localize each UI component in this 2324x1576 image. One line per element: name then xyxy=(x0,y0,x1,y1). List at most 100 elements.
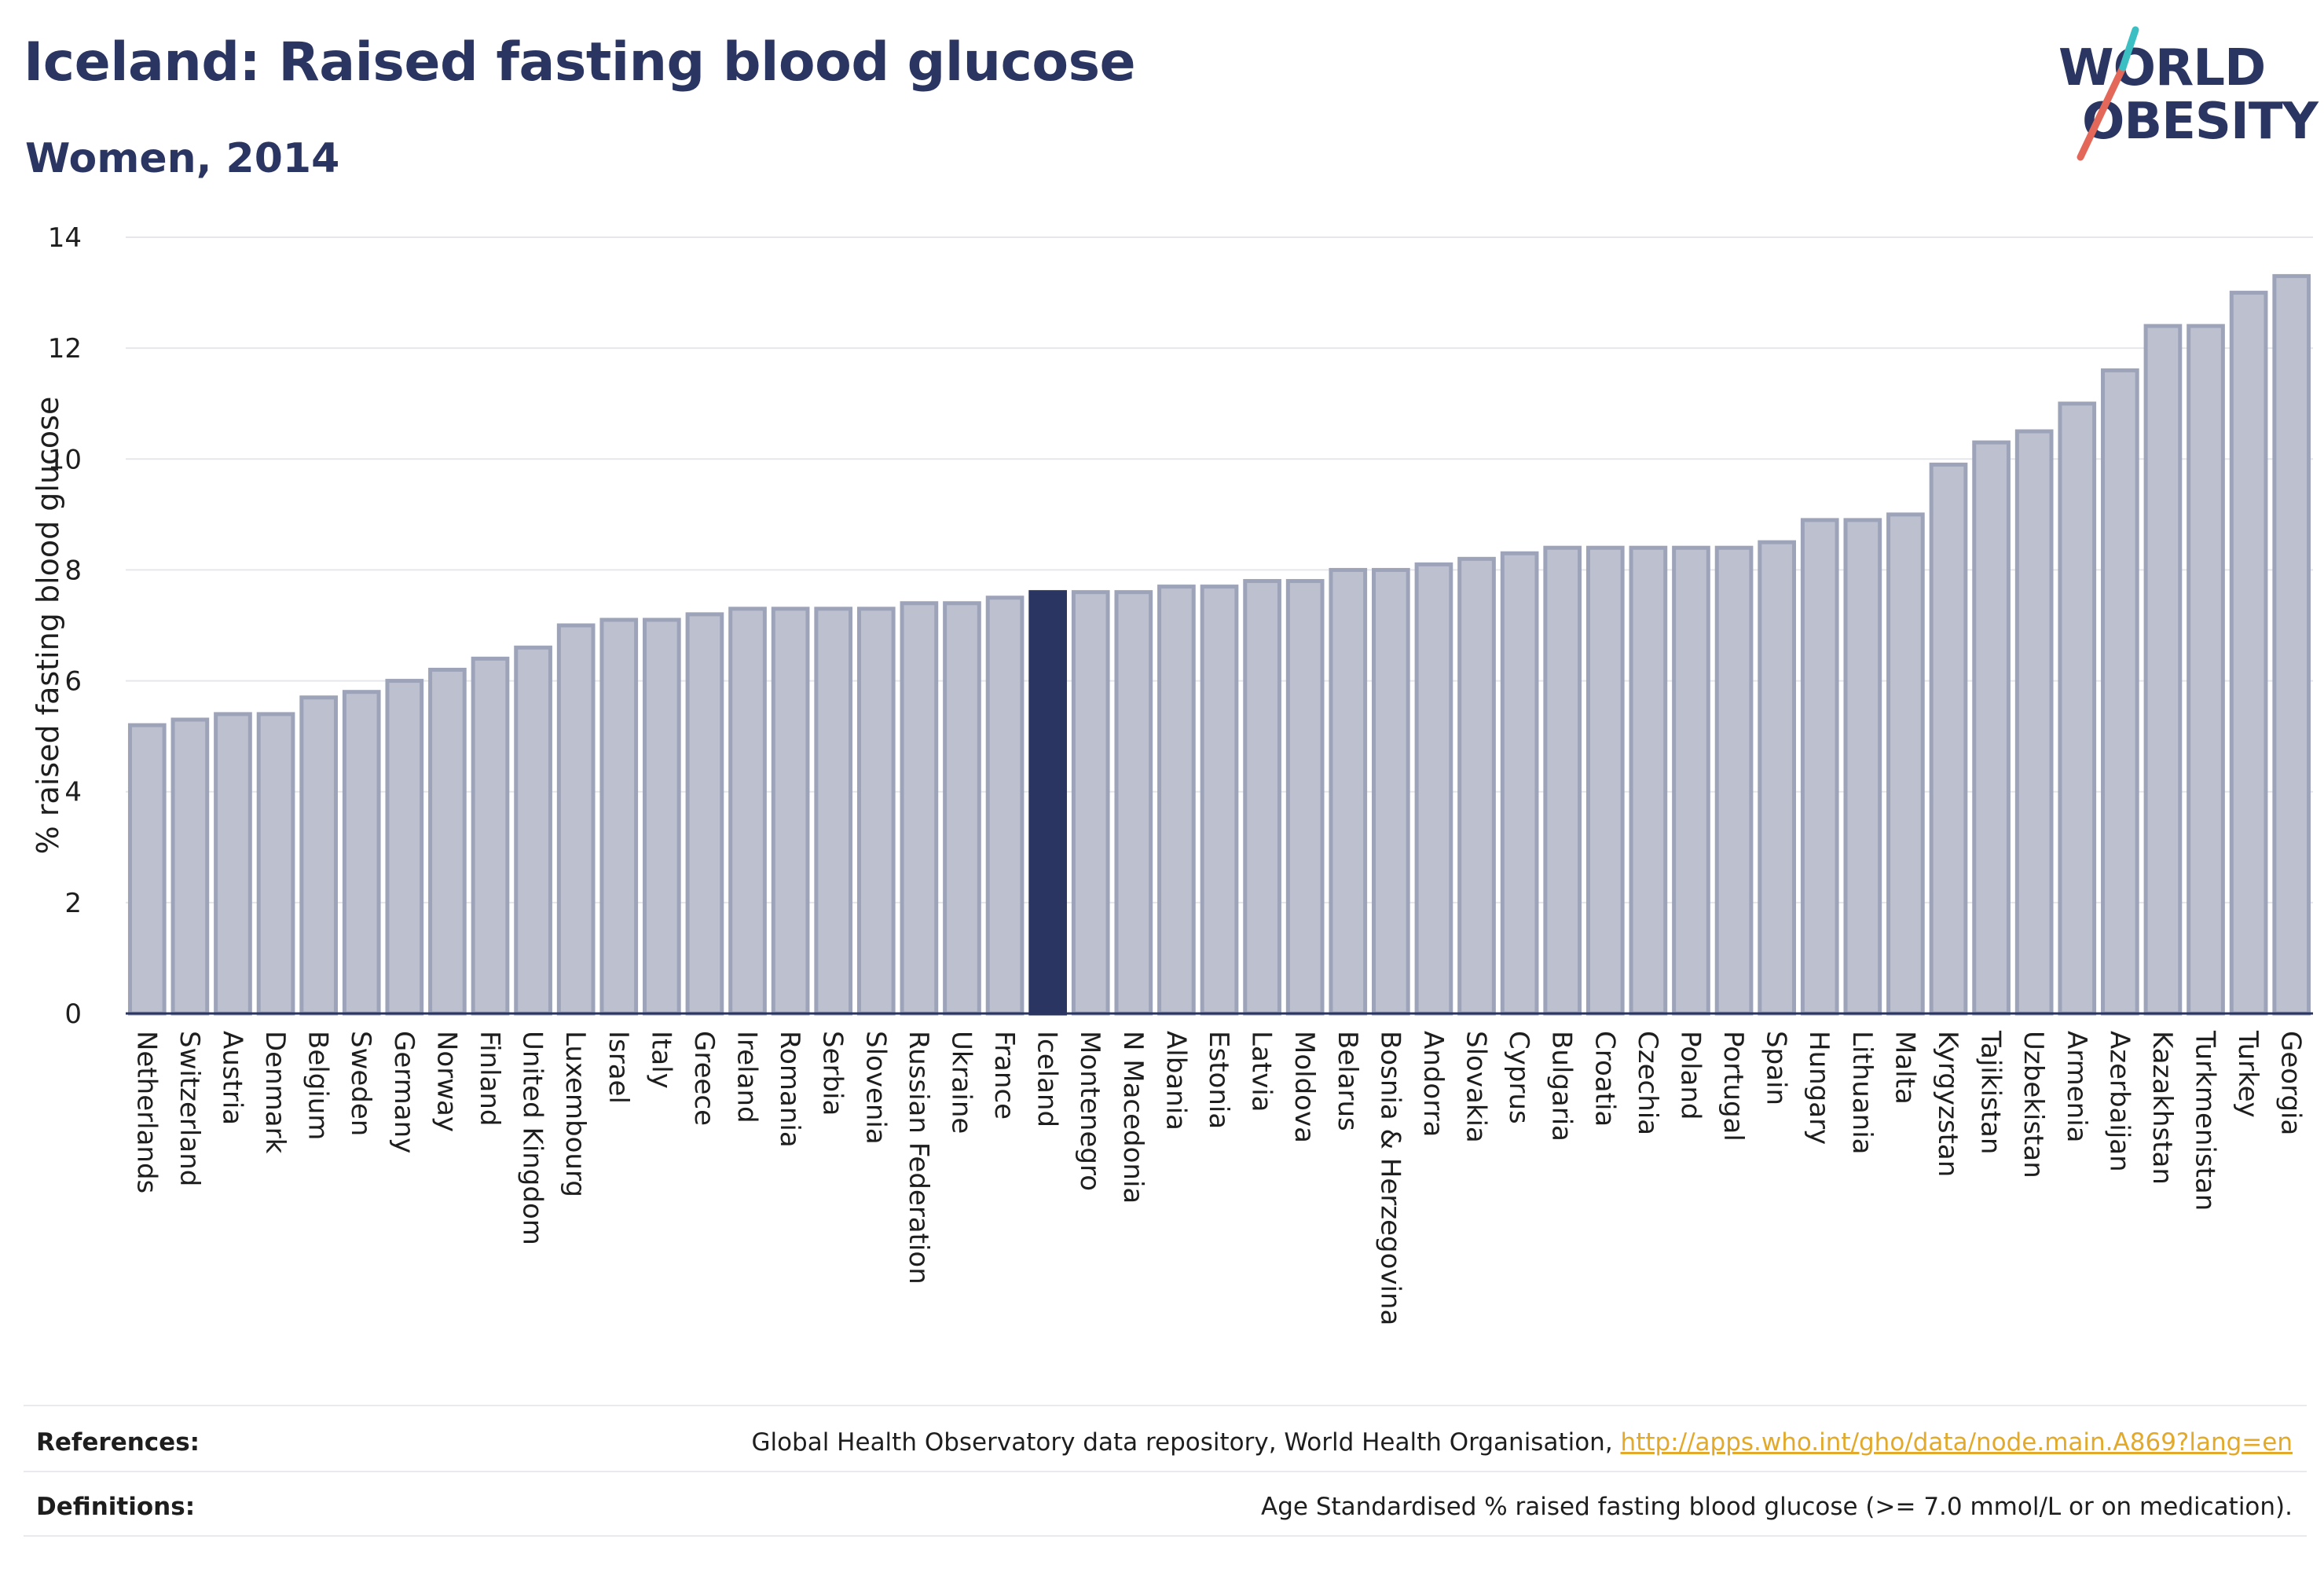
bar xyxy=(2229,291,2268,1016)
x-tick-label: Portugal xyxy=(1717,1031,1749,1142)
bar xyxy=(1071,590,1110,1016)
bar xyxy=(556,623,596,1016)
x-tick-label: Luxembourg xyxy=(559,1031,591,1197)
x-tick-label: Austria xyxy=(216,1031,247,1125)
bar xyxy=(2101,368,2139,1016)
bar xyxy=(685,612,724,1016)
bar xyxy=(2143,324,2183,1016)
x-tick-label: Iceland xyxy=(1032,1031,1063,1127)
bar xyxy=(1929,462,1968,1016)
bar xyxy=(1843,518,1882,1016)
x-tick-label: Kyrgyzstan xyxy=(1932,1031,1963,1177)
bar xyxy=(1714,545,1754,1016)
bar xyxy=(127,723,167,1016)
x-tick-label: Malta xyxy=(1889,1031,1920,1105)
x-tick-label: Moldova xyxy=(1288,1031,1320,1143)
footer-divider xyxy=(24,1471,2307,1472)
x-tick-label: Montenegro xyxy=(1074,1031,1105,1191)
x-tick-label: Tajikistan xyxy=(1975,1030,2007,1154)
bar xyxy=(1243,579,1281,1016)
x-tick-label: Ireland xyxy=(731,1031,763,1123)
x-tick-label: Czechia xyxy=(1632,1031,1663,1135)
bar xyxy=(1543,545,1582,1016)
x-tick-label: Albania xyxy=(1160,1031,1191,1131)
bar xyxy=(1200,585,1239,1016)
x-tick-label: United Kingdom xyxy=(517,1031,548,1245)
x-tick-label: Azerbaijan xyxy=(2103,1031,2135,1172)
bar xyxy=(1800,518,1839,1016)
world-obesity-logo: WORLD OBESITY xyxy=(2043,24,2319,165)
bar xyxy=(214,712,252,1016)
references-link[interactable]: http://apps.who.int/gho/data/node.main.A… xyxy=(1620,1428,2293,1457)
y-tick-label: 4 xyxy=(64,777,82,808)
bar xyxy=(2272,273,2311,1016)
x-tick-label: Hungary xyxy=(1803,1031,1835,1145)
bar xyxy=(728,607,767,1016)
x-tick-label: Serbia xyxy=(817,1031,849,1116)
x-tick-label: Russian Federation xyxy=(903,1031,934,1285)
bar xyxy=(385,679,424,1016)
references-text: Global Health Observatory data repositor… xyxy=(751,1428,1621,1457)
x-tick-label: Greece xyxy=(688,1031,720,1126)
bar xyxy=(1114,590,1153,1016)
x-tick-label: France xyxy=(988,1031,1020,1120)
x-tick-label: Cyprus xyxy=(1503,1031,1534,1124)
footer-divider xyxy=(24,1405,2307,1406)
y-tick-label: 8 xyxy=(64,555,82,586)
x-tick-label: Turkey xyxy=(2232,1030,2264,1118)
bar xyxy=(1285,579,1325,1016)
y-axis-title: % raised fasting blood glucose xyxy=(31,397,65,855)
definitions-text: Age Standardised % raised fasting blood … xyxy=(1261,1493,2293,1521)
x-tick-label: Turkmenistan xyxy=(2190,1030,2221,1211)
x-tick-label: Latvia xyxy=(1246,1031,1277,1112)
x-tick-label: Bosnia & Herzegovina xyxy=(1374,1031,1406,1325)
x-tick-label: Italy xyxy=(645,1031,676,1089)
bar xyxy=(2058,401,2097,1016)
x-tick-label: Germany xyxy=(388,1031,420,1153)
bar xyxy=(1414,562,1453,1016)
bar xyxy=(943,601,981,1016)
x-tick-label: Slovakia xyxy=(1461,1031,1492,1143)
bar xyxy=(428,667,467,1016)
bar xyxy=(900,601,939,1016)
y-tick-label: 12 xyxy=(48,333,82,365)
bar xyxy=(1457,556,1496,1016)
x-tick-label: Belgium xyxy=(302,1031,334,1140)
bar xyxy=(599,618,639,1016)
bar-highlighted xyxy=(1028,590,1067,1016)
y-tick-label: 14 xyxy=(48,222,82,254)
bar xyxy=(1585,545,1625,1016)
bar xyxy=(1500,551,1539,1016)
y-tick-label: 10 xyxy=(48,444,82,475)
bar xyxy=(514,645,552,1016)
logo-text-line2: OBESITY xyxy=(2082,93,2319,151)
bar xyxy=(1972,440,2011,1016)
x-tick-label: Denmark xyxy=(259,1031,291,1154)
x-tick-label: Slovenia xyxy=(860,1031,891,1145)
x-tick-label: Poland xyxy=(1674,1031,1706,1120)
x-tick-label: Bulgaria xyxy=(1546,1031,1578,1142)
x-tick-label: Israel xyxy=(603,1031,634,1104)
bar xyxy=(1629,545,1668,1016)
x-tick-label: Estonia xyxy=(1203,1031,1234,1129)
chart-title: Iceland: Raised fasting blood glucose xyxy=(24,31,1136,93)
bar xyxy=(1372,567,1410,1016)
x-tick-label: Switzerland xyxy=(174,1031,205,1186)
bar xyxy=(1758,540,1796,1016)
bar xyxy=(985,596,1025,1016)
references-label: References: xyxy=(36,1428,200,1457)
x-tick-label: Uzbekistan xyxy=(2018,1031,2049,1178)
bar xyxy=(814,607,853,1016)
x-tick-label: Romania xyxy=(774,1031,805,1148)
logo-text-line1: WORLD xyxy=(2058,39,2266,97)
references-value: Global Health Observatory data repositor… xyxy=(751,1428,2293,1457)
x-tick-label: Croatia xyxy=(1589,1031,1620,1127)
bar xyxy=(1886,512,1925,1016)
chart-subtitle: Women, 2014 xyxy=(25,135,340,182)
x-tick-label: Andorra xyxy=(1417,1031,1449,1137)
y-tick-label: 2 xyxy=(64,888,82,919)
bar xyxy=(856,607,896,1016)
x-tick-label: Norway xyxy=(431,1031,462,1132)
definitions-label: Definitions: xyxy=(36,1493,196,1521)
bar xyxy=(299,695,338,1016)
